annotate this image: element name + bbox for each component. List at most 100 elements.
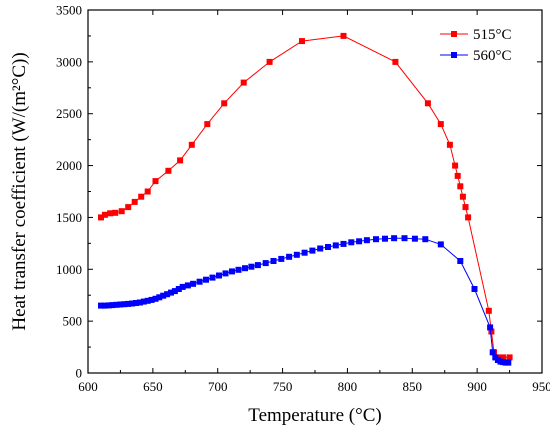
data-point xyxy=(293,251,300,258)
data-point xyxy=(286,253,293,260)
data-point xyxy=(216,272,222,279)
data-point xyxy=(485,307,492,314)
y-axis-title: Heat transfer coefficient (W/(m²°C)) xyxy=(9,52,30,330)
data-point xyxy=(165,167,172,174)
data-point xyxy=(240,79,247,86)
data-point xyxy=(457,183,464,190)
y-tick-label: 2500 xyxy=(56,106,82,121)
y-tick-label: 1000 xyxy=(56,262,82,277)
data-point xyxy=(179,283,186,290)
data-point xyxy=(471,286,478,292)
data-point xyxy=(229,268,235,275)
y-tick-label: 500 xyxy=(63,314,83,329)
data-point xyxy=(98,214,104,221)
y-tick-label: 2000 xyxy=(56,158,82,173)
data-point xyxy=(459,193,466,200)
data-point xyxy=(254,262,261,269)
y-tick-label: 1500 xyxy=(56,210,82,225)
data-point xyxy=(152,178,159,185)
data-point xyxy=(144,297,151,304)
data-point xyxy=(168,289,174,296)
data-point xyxy=(101,211,108,218)
data-point xyxy=(118,208,125,215)
data-point xyxy=(382,235,388,242)
data-point xyxy=(129,300,136,307)
series-line xyxy=(101,237,509,364)
data-point xyxy=(152,295,159,302)
x-tick-label: 650 xyxy=(143,379,163,394)
data-point xyxy=(278,255,285,262)
y-tick-label: 3000 xyxy=(56,54,82,69)
data-point xyxy=(457,258,464,264)
y-tick-label: 3500 xyxy=(56,3,82,18)
series-1 xyxy=(98,235,512,366)
data-point xyxy=(301,249,308,256)
data-point xyxy=(204,121,211,128)
data-point xyxy=(487,324,494,331)
data-point xyxy=(188,141,195,148)
legend-entry-560: 560°C xyxy=(440,48,512,64)
data-point xyxy=(203,276,209,283)
ticks-layer: 600 650 700 750 800 850 900 950 0 500 1000 1500 2000… xyxy=(56,3,550,395)
data-point xyxy=(113,301,120,308)
y-tick-label: 0 xyxy=(76,366,83,381)
data-point xyxy=(148,296,155,303)
data-point xyxy=(309,247,316,254)
plot-frame xyxy=(87,9,543,374)
data-point xyxy=(363,237,370,244)
data-point xyxy=(452,162,459,169)
data-point xyxy=(411,235,418,242)
data-point xyxy=(138,193,145,200)
data-point xyxy=(391,235,398,242)
data-point xyxy=(209,274,216,281)
data-point xyxy=(340,240,347,247)
legend: 515°C 560°C xyxy=(440,27,512,64)
x-tick-label: 700 xyxy=(208,379,228,394)
data-point xyxy=(270,258,277,264)
series-line xyxy=(100,35,510,358)
data-point xyxy=(266,58,273,65)
legend-entry-515: 515°C xyxy=(440,27,512,43)
data-point xyxy=(340,32,347,39)
data-point xyxy=(235,266,242,273)
data-point xyxy=(125,204,132,211)
legend-marker-515 xyxy=(451,31,457,37)
data-point xyxy=(392,58,399,65)
data-point xyxy=(101,302,108,309)
data-point xyxy=(98,302,104,309)
data-point xyxy=(221,100,228,107)
data-point xyxy=(325,244,331,250)
data-point xyxy=(156,294,163,301)
data-point xyxy=(465,214,472,221)
data-point xyxy=(144,188,151,195)
x-tick-label: 950 xyxy=(532,379,550,394)
data-point xyxy=(184,282,191,289)
data-point xyxy=(348,239,355,246)
data-point xyxy=(105,302,112,309)
legend-marker-560 xyxy=(451,52,457,58)
legend-label-515: 515°C xyxy=(473,27,512,43)
data-point xyxy=(488,328,495,335)
series-0 xyxy=(98,32,513,361)
legend-label-560: 560°C xyxy=(473,48,512,64)
data-point xyxy=(136,299,143,306)
data-point xyxy=(112,209,119,216)
data-point xyxy=(140,298,147,305)
data-point xyxy=(131,198,138,205)
data-point xyxy=(299,38,305,45)
data-point xyxy=(317,245,324,252)
data-point xyxy=(462,204,469,211)
data-point xyxy=(196,278,203,285)
data-point xyxy=(446,141,453,148)
data-point xyxy=(133,300,139,306)
data-point xyxy=(424,100,431,107)
data-point xyxy=(242,265,248,272)
x-tick-label: 800 xyxy=(338,379,358,394)
data-point xyxy=(125,300,132,307)
data-point xyxy=(401,235,408,242)
data-point xyxy=(373,236,379,243)
data-point xyxy=(506,354,513,361)
data-point xyxy=(500,354,507,361)
x-tick-label: 850 xyxy=(403,379,423,394)
